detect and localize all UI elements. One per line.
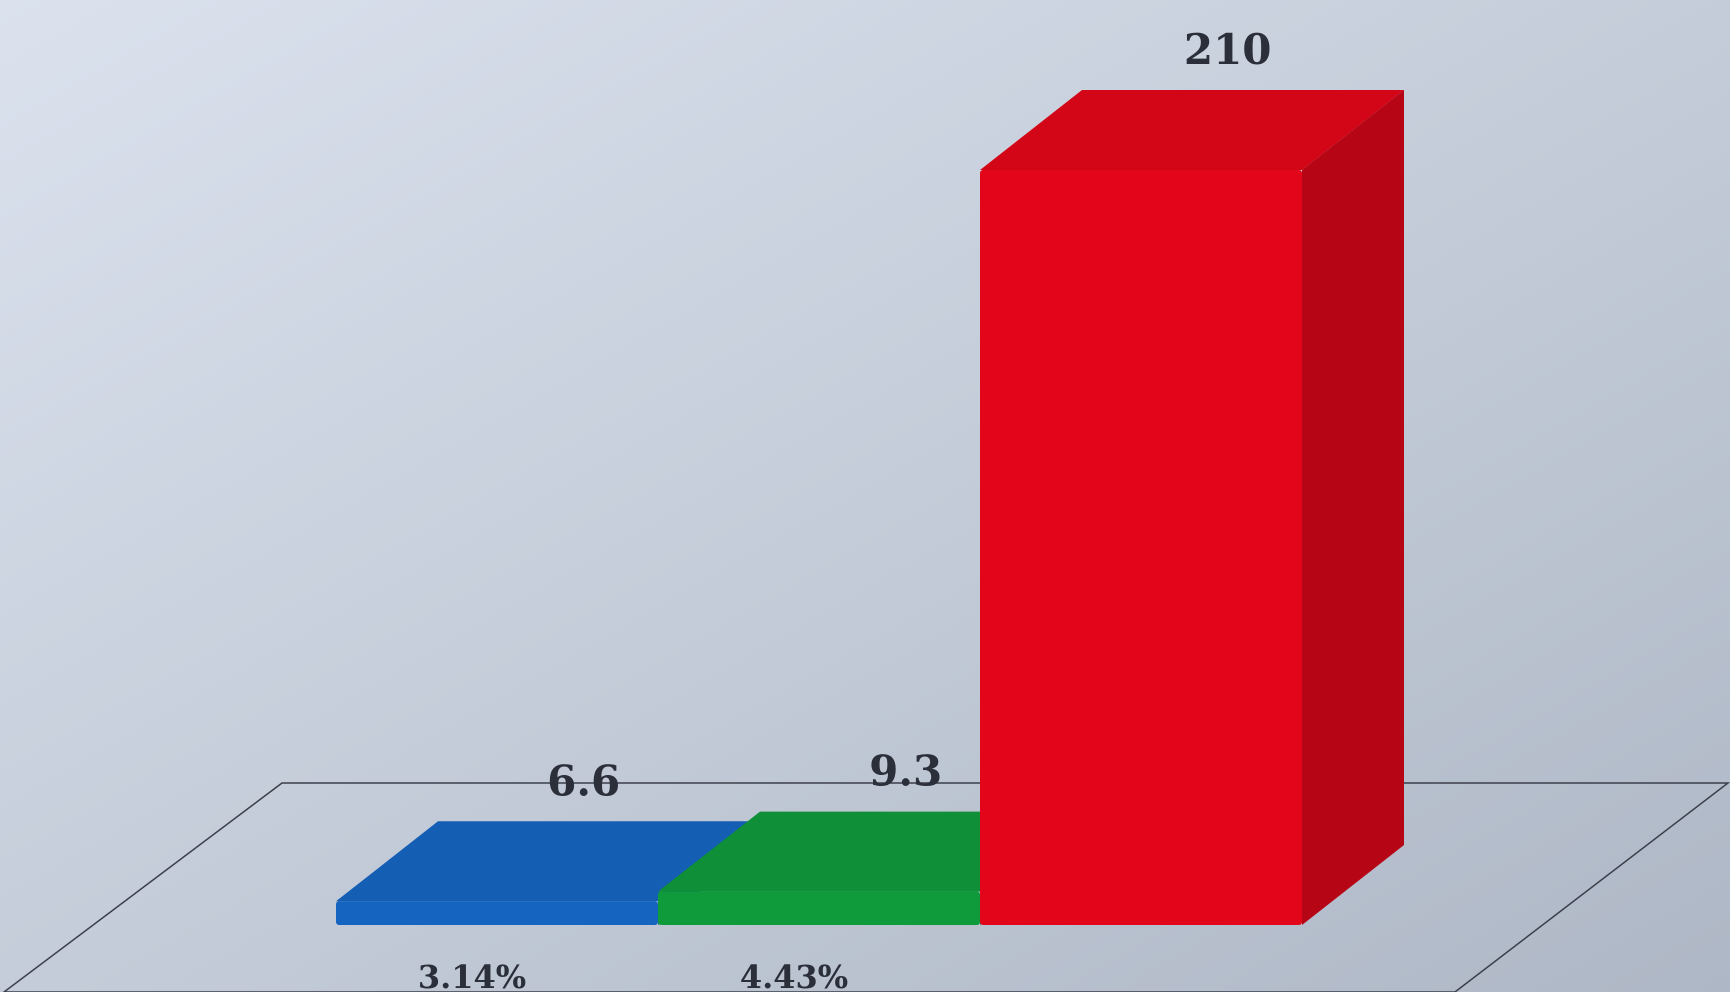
labels-group: 6.6 3.14% 9.3 4.43% 210: [418, 25, 1272, 992]
bar-front-face: [336, 901, 658, 925]
bar-side-face: [1302, 90, 1404, 925]
bar-value-label: 6.6: [547, 756, 620, 805]
bar-value-label: 9.3: [869, 747, 942, 796]
bar-front-face: [658, 891, 980, 925]
bar-top-face: [336, 821, 760, 902]
bar-top-face: [980, 90, 1404, 170]
bar-top-face: [658, 811, 1082, 892]
bar-value-label: 210: [1184, 25, 1272, 74]
bars-group: [336, 90, 1404, 925]
bar-front-face: [980, 170, 1302, 925]
bar-percent-label: 4.43%: [740, 958, 848, 992]
bar-percent-label: 3.14%: [418, 958, 526, 992]
bar-2: [980, 90, 1404, 925]
